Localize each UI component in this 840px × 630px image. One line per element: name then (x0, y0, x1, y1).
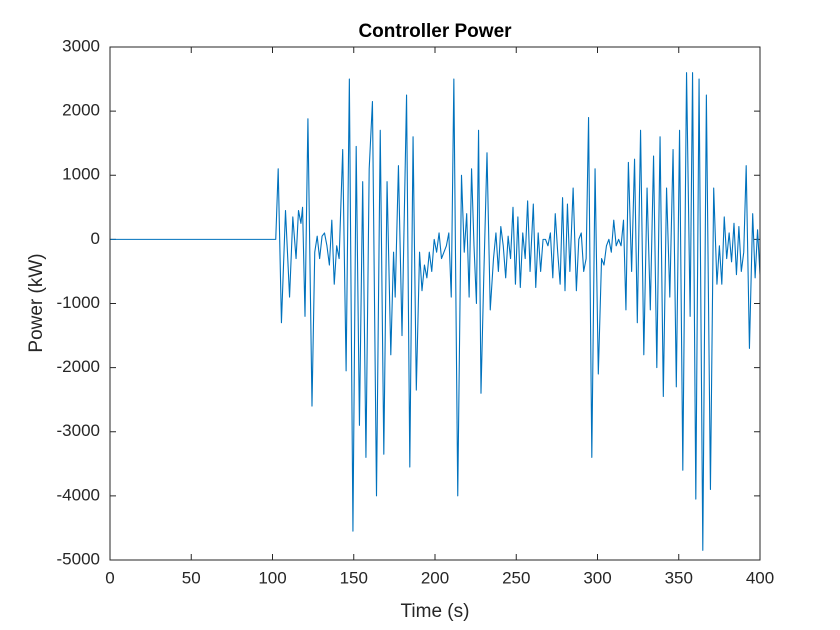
data-line (110, 72, 761, 551)
x-tick-label: 200 (421, 568, 449, 587)
y-tick-label: 2000 (62, 101, 100, 120)
y-tick-label: 0 (91, 229, 100, 248)
x-tick-label: 150 (340, 568, 368, 587)
x-tick-label: 400 (746, 568, 774, 587)
x-tick-label: 50 (182, 568, 201, 587)
y-axis-label: Power (kW) (26, 253, 47, 352)
x-tick-label: 250 (502, 568, 530, 587)
axes-frame (109, 46, 761, 561)
x-tick-label: 100 (258, 568, 286, 587)
x-tick-label: 0 (105, 568, 114, 587)
y-tick-label: 1000 (62, 165, 100, 184)
y-tick-label: -5000 (57, 549, 100, 568)
y-tick-label: -2000 (57, 357, 100, 376)
y-tick-label: 3000 (62, 36, 100, 55)
x-tick-label: 350 (665, 568, 693, 587)
y-tick-label: -4000 (57, 485, 100, 504)
y-tick-label: -1000 (57, 293, 100, 312)
chart-title: Controller Power (358, 21, 512, 42)
y-tick-label: -3000 (57, 421, 100, 440)
x-tick-label: 300 (583, 568, 611, 587)
plot-area (110, 47, 760, 560)
x-axis-label: Time (s) (401, 601, 470, 622)
